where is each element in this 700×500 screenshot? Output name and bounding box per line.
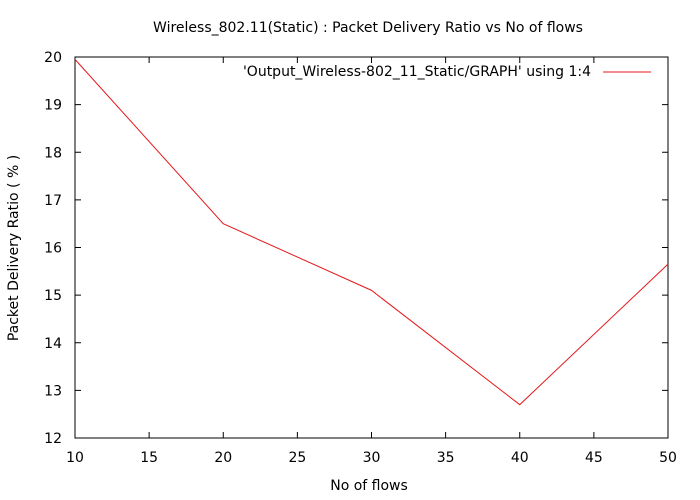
- y-tick-label: 15: [44, 288, 62, 304]
- x-tick-label: 10: [66, 450, 84, 466]
- series-layer: [74, 59, 669, 406]
- y-axis-label: Packet Delivery Ratio ( % ): [6, 155, 22, 341]
- y-tick-label: 20: [44, 50, 62, 66]
- y-tick-label: 19: [44, 98, 62, 114]
- x-axis-label: No of flows: [330, 478, 408, 494]
- x-tick-label: 40: [511, 450, 529, 466]
- x-tick-label: 30: [363, 450, 381, 466]
- y-tick-label: 18: [44, 145, 62, 161]
- legend: 'Output_Wireless-802_11_Static/GRAPH' us…: [243, 64, 651, 80]
- y-tick-label: 16: [44, 241, 62, 257]
- x-tick-label: 50: [659, 450, 677, 466]
- y-tick-label: 14: [44, 336, 62, 352]
- y-tick-label: 17: [44, 193, 62, 209]
- chart-title: Wireless_802.11(Static) : Packet Deliver…: [153, 20, 583, 36]
- legend-label: 'Output_Wireless-802_11_Static/GRAPH' us…: [243, 64, 591, 80]
- y-tick-label: 12: [44, 431, 62, 447]
- axis-ticks: 10 15 20 25 30 35 40 45 50 12 13 14 15 16 17 18 19 20: [44, 50, 677, 466]
- x-tick-label: 35: [437, 450, 455, 466]
- x-tick-label: 20: [214, 450, 232, 466]
- plot-frame: [74, 56, 669, 439]
- x-tick-label: 15: [140, 450, 158, 466]
- x-tick-label: 45: [585, 450, 603, 466]
- x-tick-label: 25: [288, 450, 306, 466]
- y-tick-label: 13: [44, 383, 62, 399]
- series-line: [74, 59, 669, 406]
